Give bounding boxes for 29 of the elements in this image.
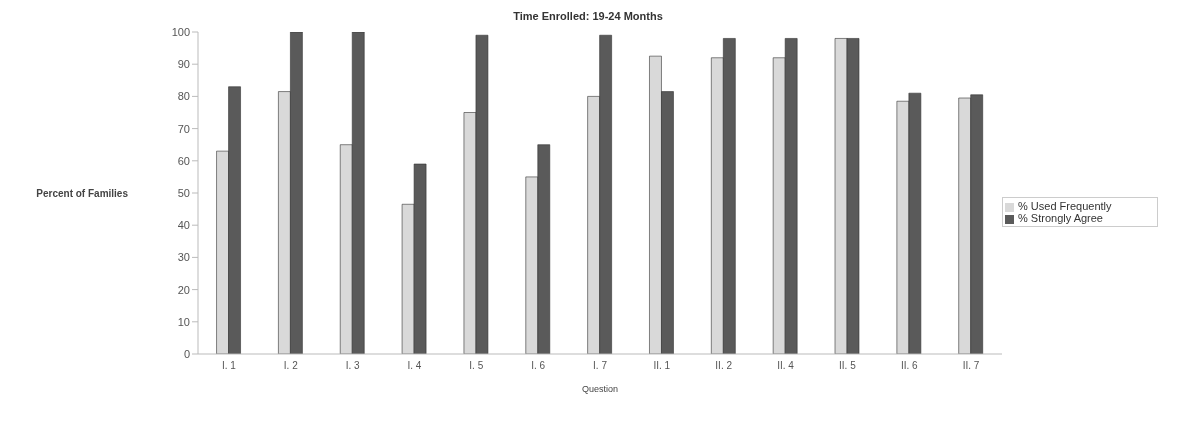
legend-label: % Used Frequently [1018, 200, 1112, 212]
x-tick-label: I. 2 [283, 360, 299, 372]
y-tick-label: 10 [177, 315, 190, 328]
y-tick-label: 80 [177, 90, 190, 103]
x-tick-label: I. 3 [345, 360, 360, 372]
x-tick-label: I. 7 [593, 360, 608, 372]
y-tick-label: 30 [177, 251, 190, 264]
y-tick-label: 20 [177, 283, 190, 296]
y-tick-label: 70 [177, 122, 190, 135]
x-tick-label: II. 5 [839, 360, 857, 372]
x-tick-label: I. 1 [221, 360, 237, 372]
y-tick-label: 100 [171, 25, 190, 38]
x-tick-label: II. 4 [777, 360, 795, 372]
x-axis-title: Question [581, 384, 619, 394]
chart-title: Time Enrolled: 19-24 Months [512, 9, 664, 22]
x-tick-label: II. 2 [715, 360, 733, 372]
y-tick-label: 50 [177, 186, 190, 199]
x-tick-label: I. 4 [407, 360, 422, 372]
x-tick-label: II. 1 [653, 360, 671, 372]
y-tick-label: 90 [177, 58, 190, 71]
y-axis-title: Percent of Families [36, 187, 129, 199]
x-tick-label: I. 5 [469, 360, 484, 372]
y-tick-label: 40 [177, 219, 190, 232]
x-tick-label: I. 6 [531, 360, 546, 372]
y-tick-label: 0 [183, 347, 190, 360]
x-tick-label: II. 7 [962, 360, 980, 372]
y-tick-label: 60 [177, 154, 190, 167]
x-tick-label: II. 6 [900, 360, 918, 372]
legend-label: % Strongly Agree [1018, 212, 1103, 224]
